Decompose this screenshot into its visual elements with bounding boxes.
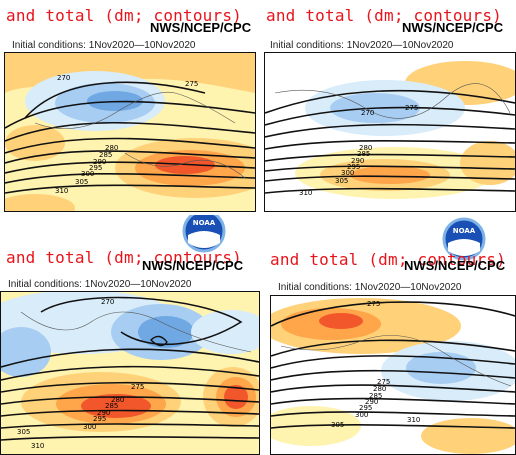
contour-label: 285 (99, 151, 112, 159)
contour-label: 270 (101, 298, 114, 306)
credit-label: NWS/NCEP/CPC (404, 258, 506, 273)
initial-conditions: Initial conditions: 1Nov2020—10Nov2020 (8, 279, 192, 290)
contour-label: 300 (81, 170, 94, 178)
height-anomaly-map: 270 275 280 285 290 295 300 305 310 (264, 52, 516, 212)
contour-label: 295 (359, 404, 372, 412)
panel-top-right: and total (dm; contours) NWS/NCEP/CPC In… (262, 0, 516, 215)
contour-label: 285 (105, 402, 118, 410)
contour-label: 285 (369, 392, 382, 400)
credit-label: NWS/NCEP/CPC (142, 258, 244, 273)
contour-label: 275 (377, 378, 390, 386)
contour-label: 305 (17, 428, 30, 436)
contour-label: 310 (299, 189, 312, 197)
contour-label: 300 (341, 169, 354, 177)
contour-label: 280 (111, 396, 124, 404)
map-graphic: 270 275 280 285 290 295 300 305 310 (0, 53, 258, 215)
panel-title: and total (dm; contours) (6, 6, 242, 25)
noaa-logo: NOAA (182, 215, 226, 257)
contour-label: 300 (355, 411, 368, 419)
contour-label: 305 (75, 178, 88, 186)
panel-title: and total (dm; contours) (6, 248, 242, 267)
panel-bottom-right: NOAA and total (dm; contours) NWS/NCEP/C… (266, 215, 516, 455)
credit-label: NWS/NCEP/CPC (150, 20, 252, 35)
map-graphic: 270 275 280 285 290 295 300 305 310 (0, 290, 262, 454)
contour-label: 275 (185, 80, 198, 88)
contour-label: 280 (373, 385, 386, 393)
contour-label: 290 (97, 409, 110, 417)
noaa-logo-text: NOAA (453, 227, 476, 235)
noaa-logo: NOAA (442, 217, 486, 265)
contour-label: 290 (365, 398, 378, 406)
map-graphic: 270 275 280 285 290 295 300 305 310 (264, 53, 516, 211)
contour-label: 290 (351, 157, 364, 165)
contour-label: 290 (93, 158, 106, 166)
contour-label: 275 (367, 300, 380, 308)
credit-label: NWS/NCEP/CPC (402, 20, 504, 35)
initial-conditions: Initial conditions: 1Nov2020—10Nov2020 (12, 40, 196, 51)
contour-label: 305 (335, 177, 348, 185)
contour-label: 310 (55, 187, 68, 195)
contour-label: 305 (331, 421, 344, 429)
noaa-logo-text: NOAA (193, 219, 216, 227)
height-anomaly-map: 270 275 280 285 290 295 300 305 310 (0, 290, 262, 455)
panel-title: and total (dm; contours) (266, 6, 502, 25)
contour-label: 310 (31, 442, 44, 450)
height-anomaly-map: 270 275 280 285 290 295 300 305 310 (0, 52, 258, 215)
contour-label: 285 (357, 150, 370, 158)
initial-conditions: Initial conditions: 1Nov2020—10Nov2020 (278, 282, 462, 293)
contour-label: 295 (347, 163, 360, 171)
contour-label: 295 (89, 164, 102, 172)
panel-title: and total (dm; contours) (270, 250, 506, 269)
initial-conditions: Initial conditions: 1Nov2020—10Nov2020 (270, 40, 454, 51)
panel-top-left: and total (dm; contours) NWS/NCEP/CPC In… (0, 0, 258, 215)
contour-label: 280 (359, 144, 372, 152)
contour-label: 270 (57, 74, 70, 82)
contour-label: 310 (407, 416, 420, 424)
panel-bottom-left: NOAA and total (dm; contours) NWS/NCEP/C… (0, 215, 262, 455)
contour-label: 270 (361, 109, 374, 117)
contour-label: 295 (93, 415, 106, 423)
contour-label: 300 (83, 423, 96, 431)
contour-label: 280 (105, 144, 118, 152)
map-graphic: 275 275 280 285 290 295 300 305 310 (266, 296, 516, 454)
contour-label: 275 (405, 104, 418, 112)
contour-label: 275 (131, 383, 144, 391)
height-anomaly-map: 275 275 280 285 290 295 300 305 310 (266, 295, 516, 455)
